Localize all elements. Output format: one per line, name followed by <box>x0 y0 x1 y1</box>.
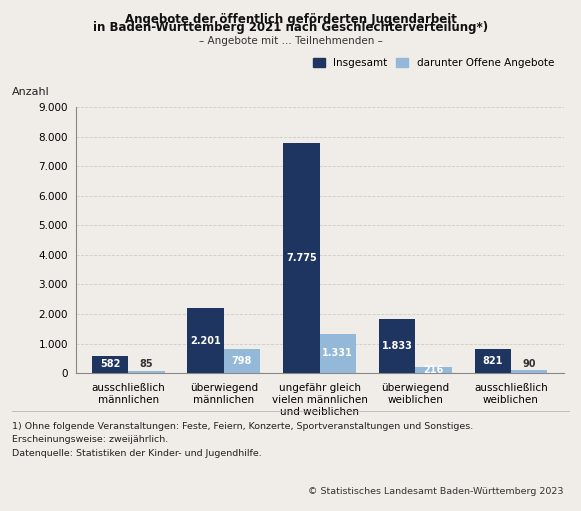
Text: 85: 85 <box>139 359 153 369</box>
Text: Erscheinungsweise: zweijährlich.: Erscheinungsweise: zweijährlich. <box>12 435 168 445</box>
Bar <box>92 356 128 373</box>
Legend: Insgesamt, darunter Offene Angebote: Insgesamt, darunter Offene Angebote <box>309 54 558 73</box>
Text: Anzahl: Anzahl <box>12 87 50 97</box>
Text: 1.331: 1.331 <box>322 349 353 358</box>
Bar <box>415 367 451 373</box>
Bar <box>188 308 224 373</box>
Text: Datenquelle: Statistiken der Kinder- und Jugendhilfe.: Datenquelle: Statistiken der Kinder- und… <box>12 449 261 458</box>
Bar <box>379 319 415 373</box>
Text: 821: 821 <box>483 356 503 366</box>
Text: 582: 582 <box>100 359 120 369</box>
Text: 798: 798 <box>232 356 252 366</box>
Bar <box>475 349 511 373</box>
Text: 216: 216 <box>424 365 443 375</box>
Bar <box>283 144 320 373</box>
Bar <box>224 350 260 373</box>
Text: Angebote der öffentlich geförderten Jugendarbeit: Angebote der öffentlich geförderten Juge… <box>124 13 457 26</box>
Bar <box>128 370 164 373</box>
Bar <box>320 334 356 373</box>
Text: 1.833: 1.833 <box>382 341 413 351</box>
Text: – Angebote mit … Teilnehmenden –: – Angebote mit … Teilnehmenden – <box>199 36 382 46</box>
Bar <box>511 370 547 373</box>
Text: in Baden-Württemberg 2021 nach Geschlechterverteilung*): in Baden-Württemberg 2021 nach Geschlech… <box>93 21 488 34</box>
Text: 1) Ohne folgende Veranstaltungen: Feste, Feiern, Konzerte, Sportveranstaltungen : 1) Ohne folgende Veranstaltungen: Feste,… <box>12 422 473 431</box>
Text: 7.775: 7.775 <box>286 253 317 263</box>
Text: © Statistisches Landesamt Baden-Württemberg 2023: © Statistisches Landesamt Baden-Württemb… <box>308 486 564 496</box>
Text: 2.201: 2.201 <box>191 336 221 345</box>
Text: 90: 90 <box>522 359 536 369</box>
